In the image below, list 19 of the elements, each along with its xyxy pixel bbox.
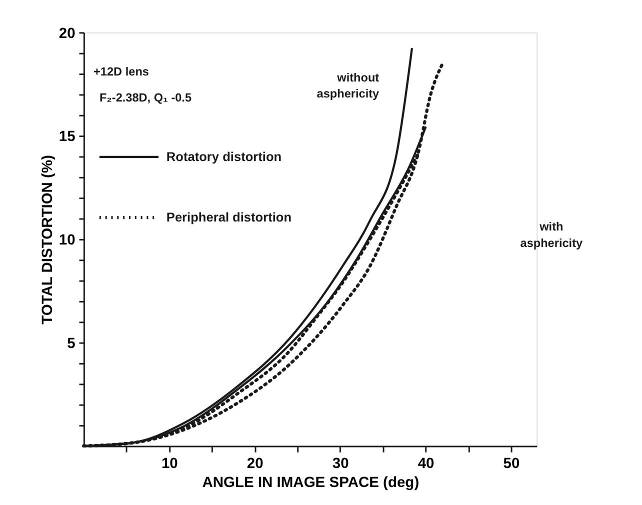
y-tick-label: 10 — [58, 232, 76, 249]
x-tick-label: 40 — [418, 456, 434, 472]
y-tick-label: 20 — [58, 26, 76, 42]
x-tick-label: 30 — [332, 456, 349, 472]
legend-label: Rotatory distortion — [166, 148, 282, 164]
x-axis-title: ANGLE IN IMAGE SPACE (deg) — [202, 474, 420, 491]
text: with — [538, 219, 564, 234]
legend-label: Peripheral distortion — [166, 209, 292, 224]
annotation: +12D lens — [94, 64, 150, 79]
x-tick-label: 50 — [503, 456, 520, 472]
y-axis-title: TOTAL DISTORTION (%) — [40, 154, 56, 324]
y-tick-label: 5 — [67, 336, 76, 352]
x-tick-label: 10 — [161, 456, 178, 472]
annotation: asphericity — [520, 236, 583, 250]
x-tick-label: 20 — [246, 456, 264, 472]
annotation: F₂-2.38D, Q₁ -0.5 — [99, 90, 192, 104]
annotation: without — [336, 70, 380, 85]
y-tick-label: 15 — [58, 129, 76, 146]
annotation: asphericity — [316, 86, 380, 100]
